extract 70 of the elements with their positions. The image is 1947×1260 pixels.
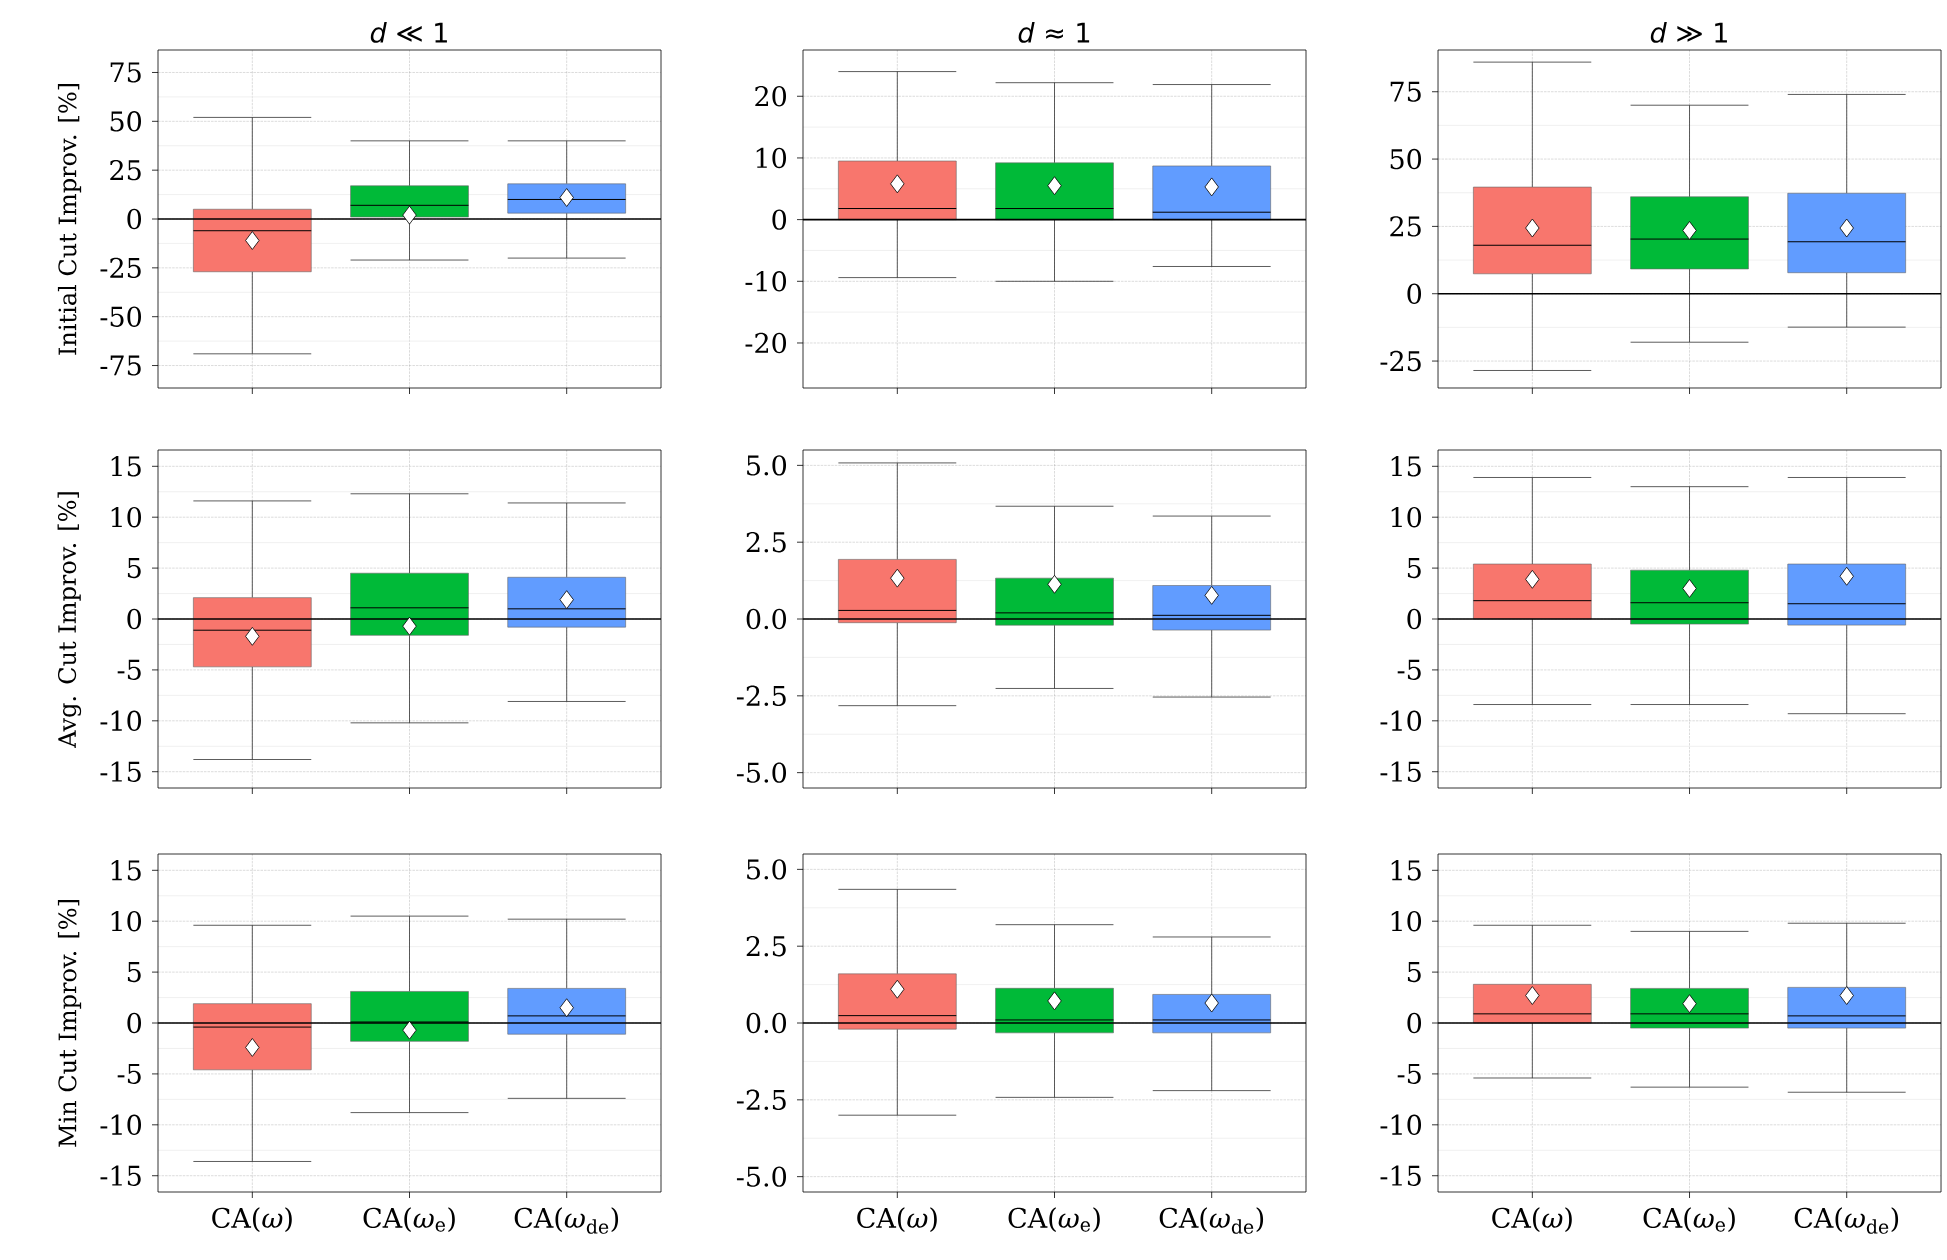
x-tick-label: CA(ω$_{de}$) bbox=[514, 1207, 619, 1234]
x-tick-label: CA(ω$_{e}$) bbox=[363, 1207, 455, 1232]
y-tick-label: 5.0 bbox=[747, 859, 787, 880]
y-axis-title: Min Cut Improv. [%] bbox=[57, 900, 82, 1147]
y-tick-label: -10 bbox=[745, 271, 787, 292]
y-tick-label: -10 bbox=[100, 1114, 142, 1136]
y-tick-label: 50 bbox=[1390, 148, 1422, 170]
x-tick-label: CA(ω$_{e}$) bbox=[1643, 1207, 1735, 1232]
y-tick-label: -5 bbox=[1397, 659, 1421, 680]
x-tick-label: CA(ω$_{e}$) bbox=[1008, 1207, 1100, 1232]
y-tick-label: 75 bbox=[110, 62, 141, 83]
y-tick-label: 0 bbox=[127, 608, 142, 630]
y-tick-label: -10 bbox=[1380, 710, 1422, 732]
y-tick-label: -25 bbox=[100, 257, 141, 279]
y-tick-label: 2.5 bbox=[746, 935, 786, 957]
y-tick-label: -10 bbox=[1380, 1114, 1422, 1136]
y-tick-label: 15 bbox=[1391, 860, 1421, 881]
x-tick-label: CA(ω$_{de}$) bbox=[1159, 1207, 1264, 1234]
y-tick-label: 50 bbox=[110, 111, 142, 132]
y-tick-label: 0 bbox=[772, 209, 787, 230]
y-tick-label: -75 bbox=[100, 355, 141, 376]
y-tick-label: -15 bbox=[1380, 1165, 1421, 1186]
y-axis-title: Initial Cut Improv. [%] bbox=[57, 83, 82, 355]
chart-title: d ≈ 1 bbox=[1018, 21, 1090, 43]
y-tick-label: 10 bbox=[1391, 506, 1422, 528]
y-tick-label: 0 bbox=[127, 208, 142, 230]
y-tick-label: 0 bbox=[1407, 608, 1422, 630]
y-tick-label: 25 bbox=[1390, 216, 1421, 237]
y-tick-label: 75 bbox=[1390, 81, 1421, 102]
y-tick-label: 5 bbox=[127, 962, 141, 983]
y-tick-label: 0.0 bbox=[746, 1012, 787, 1034]
y-tick-label: -5 bbox=[1397, 1063, 1421, 1084]
y-tick-label: 0 bbox=[1407, 283, 1422, 304]
y-tick-label: 5 bbox=[127, 558, 141, 579]
y-tick-label: 0.0 bbox=[746, 608, 787, 630]
y-tick-label: 0 bbox=[1407, 1012, 1422, 1034]
y-tick-label: 5 bbox=[1407, 558, 1421, 579]
y-axis-title: Avg. Cut Improv. [%] bbox=[57, 492, 82, 749]
y-tick-label: -10 bbox=[100, 710, 142, 732]
y-tick-label: 20 bbox=[755, 86, 787, 107]
y-tick-label: 5 bbox=[1407, 962, 1421, 983]
y-tick-label: 15 bbox=[111, 456, 141, 477]
y-tick-label: -2.5 bbox=[736, 1089, 786, 1111]
chart-title: d ≪ 1 bbox=[370, 21, 447, 43]
y-tick-label: 25 bbox=[110, 159, 141, 181]
x-tick-label: CA(ω$_{de}$) bbox=[1794, 1207, 1899, 1234]
y-tick-label: 15 bbox=[1391, 456, 1421, 477]
y-tick-label: -15 bbox=[100, 1165, 141, 1186]
y-tick-label: -2.5 bbox=[736, 685, 786, 707]
y-tick-label: 10 bbox=[1391, 910, 1422, 932]
y-tick-label: 15 bbox=[111, 860, 141, 881]
y-tick-label: 2.5 bbox=[746, 531, 786, 553]
y-tick-label: 10 bbox=[756, 147, 787, 169]
y-tick-label: -25 bbox=[1380, 350, 1421, 372]
y-tick-label: 10 bbox=[111, 506, 142, 528]
y-tick-label: 10 bbox=[111, 910, 142, 932]
x-tick-label: CA(ω) bbox=[1492, 1207, 1572, 1232]
y-tick-label: -15 bbox=[1380, 761, 1421, 782]
x-tick-label: CA(ω) bbox=[212, 1207, 292, 1232]
x-tick-label: CA(ω) bbox=[857, 1207, 937, 1232]
y-tick-label: 0 bbox=[127, 1012, 142, 1034]
y-tick-label: 5.0 bbox=[747, 455, 787, 476]
y-tick-label: -5.0 bbox=[736, 1166, 787, 1187]
y-tick-label: -50 bbox=[100, 306, 142, 327]
y-tick-label: -15 bbox=[100, 761, 141, 782]
y-tick-label: -5 bbox=[117, 1063, 141, 1084]
chart-title: d ≫ 1 bbox=[1650, 21, 1727, 43]
y-tick-label: -5 bbox=[117, 659, 141, 680]
y-tick-label: -5.0 bbox=[736, 762, 787, 783]
y-tick-label: -20 bbox=[745, 332, 787, 354]
